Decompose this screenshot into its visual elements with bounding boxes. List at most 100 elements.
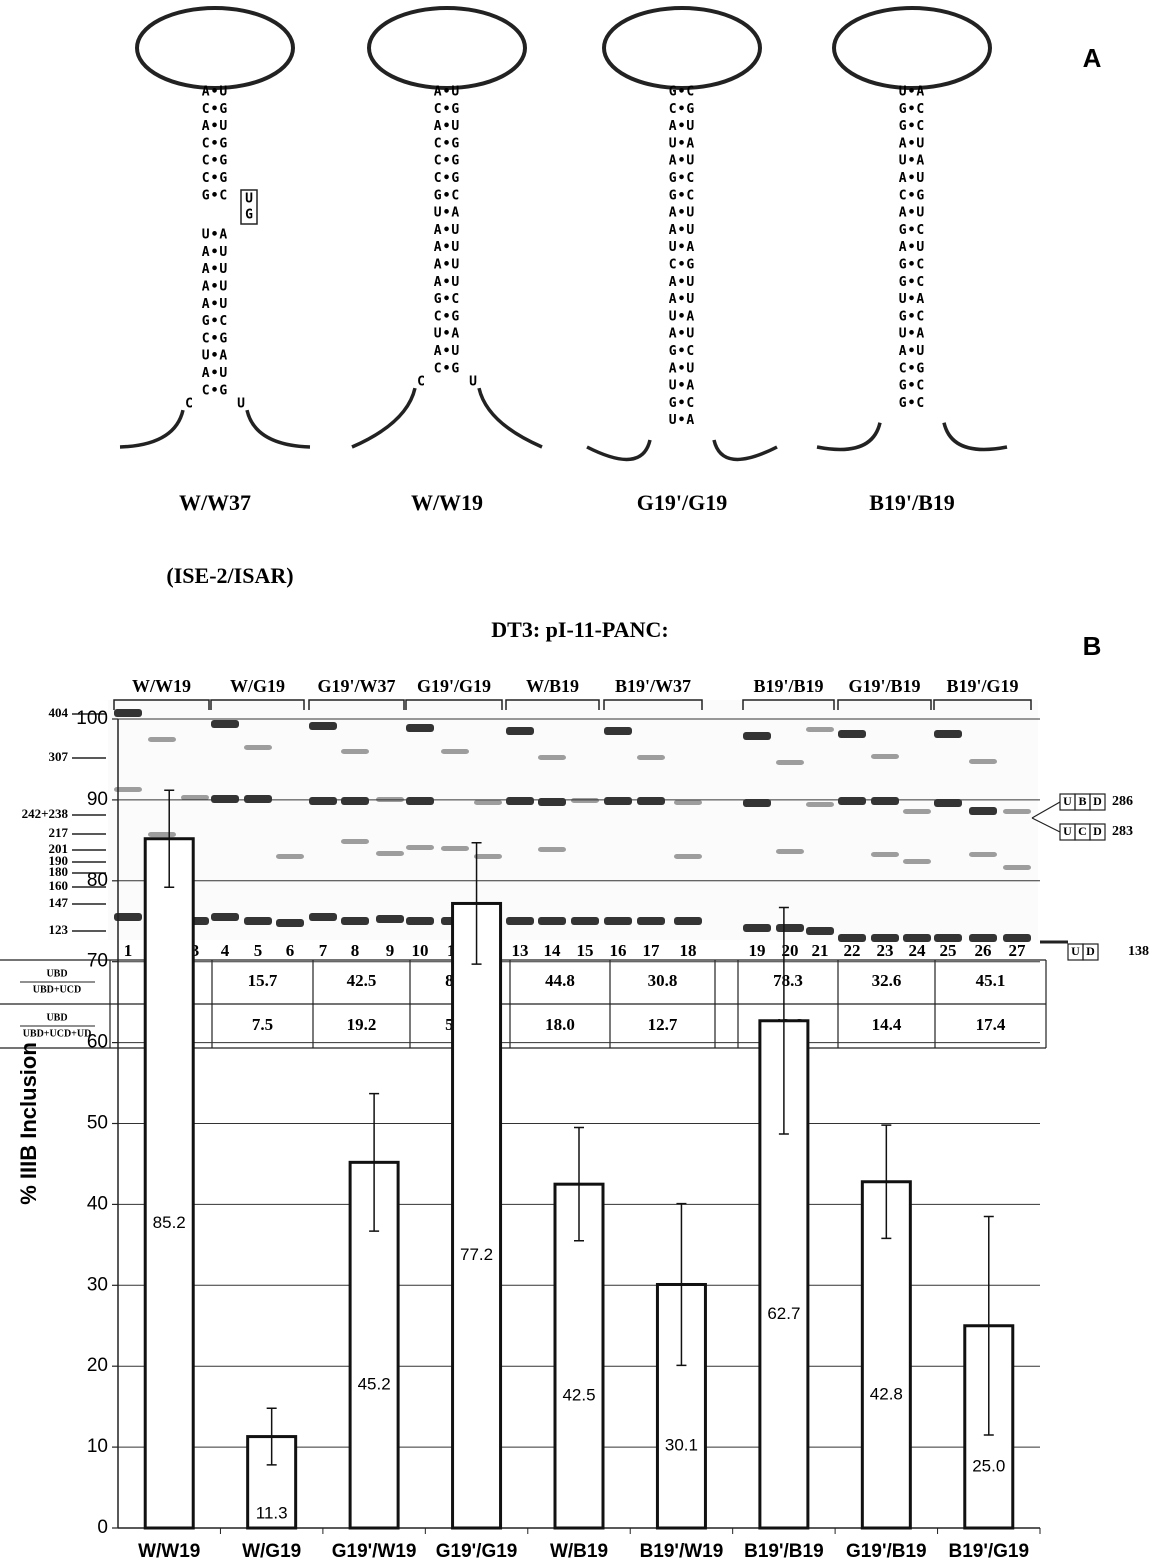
gel	[108, 700, 1038, 940]
gel-band	[969, 934, 997, 942]
lane-number: 21	[812, 941, 829, 960]
y-tick-label: 30	[87, 1274, 108, 1295]
gel-band	[211, 720, 239, 728]
lane-number: 25	[940, 941, 957, 960]
bar	[451, 901, 503, 1530]
y-tick-label: 10	[87, 1436, 108, 1457]
bulge-base: U	[245, 192, 253, 207]
lane-number: 20	[782, 941, 799, 960]
gel-band	[244, 917, 272, 925]
loop	[832, 6, 992, 90]
base-pair: U•A	[669, 136, 695, 151]
tail-base: C	[417, 375, 425, 390]
base-pair: G•C	[899, 223, 925, 238]
gel-band	[309, 913, 337, 921]
table-cell: 44.8	[545, 971, 575, 990]
base-pair: U•A	[434, 327, 460, 342]
gel-band	[114, 709, 142, 717]
gel-band	[506, 917, 534, 925]
error-bar	[881, 1124, 892, 1240]
base-pair: U•A	[669, 240, 695, 255]
group-label: W/B19	[526, 676, 579, 696]
base-pair: A•U	[899, 136, 925, 151]
gel-band	[969, 807, 997, 815]
gel-band	[1003, 865, 1031, 870]
lane-number: 19	[749, 941, 766, 960]
gel-band	[604, 727, 632, 735]
base-pair: A•U	[434, 344, 460, 359]
group-label: G19'/W37	[317, 676, 395, 696]
base-pair: G•C	[202, 188, 228, 203]
x-tick-label: W/G19	[242, 1541, 301, 1562]
x-tick-label: G19'/B19	[846, 1541, 927, 1562]
base-pair: G•C	[669, 344, 695, 359]
lane-number: 23	[877, 941, 894, 960]
lane-number: 4	[221, 941, 230, 960]
x-tick-label: G19'/W19	[332, 1541, 417, 1562]
strand	[245, 409, 311, 449]
group-label: B19'/G19	[946, 676, 1018, 696]
gel-band	[871, 934, 899, 942]
group-bracket	[933, 699, 1032, 710]
gel-band	[743, 799, 771, 807]
base-pair: C•G	[202, 102, 228, 117]
gel-band	[276, 854, 304, 859]
base-pair: A•U	[899, 206, 925, 221]
value-label: 85.2	[153, 1213, 186, 1232]
value-label: 62.7	[767, 1304, 800, 1323]
base-pair: G•C	[202, 314, 228, 329]
lane-number: 13	[512, 941, 529, 960]
size-marker: 217	[49, 825, 69, 840]
base-pair: C•G	[202, 171, 228, 186]
base-pair: A•U	[202, 280, 228, 295]
gel-band	[114, 913, 142, 921]
base-pair: A•U	[434, 223, 460, 238]
base-pair: C•G	[434, 136, 460, 151]
gel-band	[276, 919, 304, 927]
gel-band	[538, 917, 566, 925]
base-pair: G•C	[434, 292, 460, 307]
base-pair: C•G	[434, 309, 460, 324]
gel-band	[441, 749, 469, 754]
value-label: 42.5	[562, 1386, 595, 1405]
gel-band	[637, 797, 665, 805]
bulge-base: G	[245, 208, 253, 223]
group-bracket	[308, 699, 405, 710]
size-marker: 123	[49, 922, 69, 937]
base-pair: G•C	[669, 396, 695, 411]
gel-band	[571, 917, 599, 925]
gel-band	[406, 797, 434, 805]
gel-band	[341, 797, 369, 805]
base-pair: G•C	[899, 119, 925, 134]
product-size: 138	[1128, 944, 1149, 959]
gel-band	[309, 797, 337, 805]
construct-label: G19'/G19	[637, 490, 727, 515]
product-letter: D	[1093, 794, 1102, 808]
base-pair: C•G	[669, 102, 695, 117]
product-letter: D	[1093, 824, 1102, 838]
fraction-denominator: UBD+UCD+UD	[23, 1028, 92, 1039]
table-cell: 30.8	[648, 971, 678, 990]
x-tick-label: B19'/G19	[948, 1541, 1029, 1562]
construct-label: B19'/B19	[869, 490, 955, 515]
gel-band	[604, 917, 632, 925]
group-bracket	[603, 699, 703, 710]
group-bracket	[505, 699, 600, 710]
group-bracket	[405, 699, 503, 710]
gel-band	[538, 847, 566, 852]
lane-number: 10	[412, 941, 429, 960]
y-tick-label: 100	[76, 708, 108, 729]
table-cell: 19.2	[347, 1015, 377, 1034]
gel-band	[571, 798, 599, 803]
gel-band	[637, 755, 665, 760]
error-bar	[164, 789, 175, 889]
gel-band	[376, 851, 404, 856]
lane-number: 18	[680, 941, 697, 960]
base-pair: A•U	[899, 171, 925, 186]
gel-band	[406, 724, 434, 732]
product-letter: U	[1063, 794, 1072, 808]
x-tick-label: B19'/B19	[744, 1541, 824, 1562]
product-box	[1089, 823, 1106, 841]
lane-number: 3	[191, 941, 200, 960]
gel-band	[776, 849, 804, 854]
